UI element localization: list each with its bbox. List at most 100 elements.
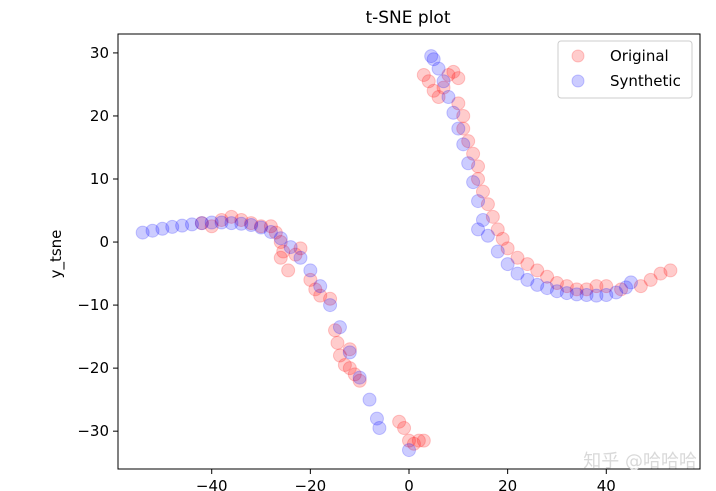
point-synthetic-4 [175, 218, 190, 233]
point-original-6 [254, 219, 269, 234]
point-original-51 [490, 222, 505, 237]
y-ticks: −30 −20 −10 0 10 20 30 [77, 44, 118, 440]
point-original-50 [485, 209, 500, 224]
point-synthetic-2 [155, 221, 170, 236]
point-synthetic-54 [623, 275, 638, 290]
point-original-21 [332, 348, 347, 363]
point-original-17 [313, 288, 328, 303]
x-tick-label: 0 [404, 477, 414, 491]
point-synthetic-51 [599, 288, 614, 302]
point-synthetic-20 [332, 320, 347, 335]
y-tick-label: 30 [90, 44, 109, 62]
point-original-65 [633, 279, 648, 294]
point-original-47 [471, 172, 486, 186]
watermark-text: 知乎 @哈哈哈 [583, 451, 697, 472]
point-synthetic-8 [214, 215, 229, 230]
point-synthetic-52 [609, 285, 624, 300]
point-synthetic-53 [619, 280, 634, 295]
point-synthetic-43 [520, 272, 535, 287]
point-original-34 [421, 74, 436, 89]
point-synthetic-5 [184, 217, 199, 232]
point-synthetic-18 [313, 279, 328, 294]
point-original-37 [436, 80, 451, 95]
point-synthetic-44 [530, 277, 545, 292]
point-synthetic-37 [471, 194, 486, 209]
legend-marker-original [571, 49, 585, 63]
point-synthetic-10 [234, 216, 249, 231]
point-synthetic-27 [424, 49, 439, 64]
point-original-33 [416, 67, 431, 82]
point-original-19 [328, 323, 343, 338]
point-synthetic-3 [165, 219, 180, 234]
point-original-56 [530, 263, 545, 278]
point-synthetic-50 [589, 288, 604, 303]
point-synthetic-23 [362, 392, 377, 407]
point-synthetic-7 [204, 215, 219, 230]
x-tick-label: 40 [597, 477, 616, 491]
point-original-1 [204, 219, 219, 234]
x-tick-label: 20 [498, 477, 517, 491]
point-synthetic-55 [471, 222, 486, 237]
point-original-16 [308, 282, 323, 297]
point-original-14 [293, 241, 308, 256]
point-original-53 [500, 241, 515, 256]
point-synthetic-14 [273, 231, 288, 246]
point-original-57 [540, 269, 555, 284]
points-layer [135, 49, 678, 458]
legend-label-synthetic: Synthetic [610, 72, 681, 90]
point-original-9 [273, 235, 288, 250]
point-original-45 [466, 146, 481, 161]
chart-title: t-SNE plot [365, 8, 450, 28]
point-synthetic-49 [579, 288, 594, 302]
point-original-3 [224, 209, 239, 224]
point-original-27 [392, 414, 407, 429]
plot-area-frame [117, 33, 701, 470]
point-original-10 [276, 244, 291, 259]
point-original-43 [456, 121, 471, 136]
point-synthetic-47 [559, 286, 574, 301]
point-original-31 [411, 433, 426, 448]
point-synthetic-28 [426, 52, 441, 67]
point-synthetic-31 [441, 90, 456, 105]
point-original-44 [461, 134, 476, 149]
point-synthetic-36 [466, 175, 481, 190]
point-synthetic-17 [303, 263, 318, 278]
point-original-63 [599, 279, 614, 294]
point-synthetic-13 [263, 224, 278, 239]
point-synthetic-6 [194, 216, 209, 231]
point-original-40 [451, 71, 466, 86]
point-original-13 [288, 247, 303, 262]
point-original-22 [337, 357, 352, 372]
point-original-20 [330, 335, 345, 350]
point-original-58 [549, 276, 564, 291]
point-original-39 [446, 64, 461, 79]
point-synthetic-33 [451, 121, 466, 136]
point-synthetic-39 [480, 228, 495, 243]
point-original-8 [268, 225, 283, 240]
point-synthetic-38 [475, 212, 490, 227]
x-ticks: −40 −20 0 20 40 [196, 469, 616, 491]
point-synthetic-46 [549, 284, 564, 299]
point-original-11 [273, 250, 288, 265]
y-tick-label: 10 [90, 170, 109, 188]
point-original-41 [451, 96, 466, 111]
point-original-2 [214, 212, 229, 227]
legend: Original Synthetic [557, 40, 693, 99]
point-original-55 [520, 257, 535, 272]
legend-marker-synthetic [571, 74, 585, 88]
point-original-54 [510, 250, 525, 265]
point-original-60 [569, 282, 584, 297]
point-synthetic-48 [569, 287, 584, 302]
y-axis-label: y_tsne [47, 230, 66, 279]
point-original-5 [244, 216, 259, 231]
point-synthetic-16 [293, 250, 308, 265]
point-synthetic-19 [323, 298, 338, 313]
point-synthetic-15 [283, 240, 298, 255]
point-original-24 [347, 367, 362, 382]
point-original-64 [614, 282, 629, 297]
point-synthetic-45 [540, 281, 555, 296]
point-synthetic-9 [224, 216, 239, 231]
point-original-66 [643, 272, 658, 287]
point-original-28 [397, 421, 412, 436]
x-tick-label: −20 [295, 477, 327, 491]
